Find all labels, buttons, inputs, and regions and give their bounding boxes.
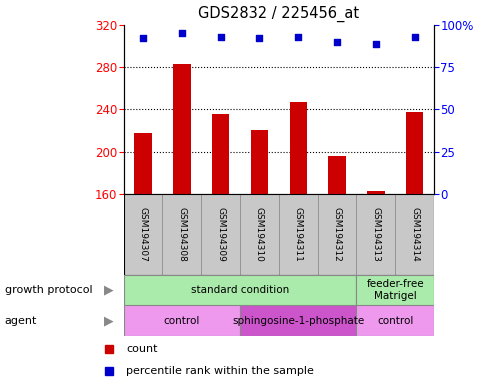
Bar	[123, 275, 356, 305]
Bar	[173, 64, 190, 194]
Bar	[328, 156, 345, 194]
Text: GSM194308: GSM194308	[177, 207, 186, 262]
Text: agent: agent	[5, 316, 37, 326]
Bar	[240, 305, 356, 336]
Point	[139, 35, 147, 41]
Text: control: control	[377, 316, 412, 326]
Title: GDS2832 / 225456_at: GDS2832 / 225456_at	[198, 6, 359, 22]
Text: control: control	[163, 316, 199, 326]
Point	[178, 30, 185, 36]
Text: growth protocol: growth protocol	[5, 285, 92, 295]
Text: standard condition: standard condition	[191, 285, 288, 295]
Text: ▶: ▶	[104, 314, 114, 327]
Text: GSM194313: GSM194313	[371, 207, 379, 262]
Bar	[123, 305, 240, 336]
Bar	[317, 194, 356, 275]
Bar	[366, 191, 384, 194]
Text: GSM194307: GSM194307	[138, 207, 147, 262]
Text: ▶: ▶	[104, 283, 114, 296]
Bar	[405, 112, 423, 194]
Bar	[278, 194, 317, 275]
Text: GSM194314: GSM194314	[409, 207, 418, 262]
Point	[294, 34, 302, 40]
Point	[371, 40, 379, 46]
Bar	[356, 305, 433, 336]
Point	[333, 39, 340, 45]
Text: percentile rank within the sample: percentile rank within the sample	[126, 366, 314, 376]
Text: GSM194309: GSM194309	[216, 207, 225, 262]
Bar	[212, 114, 229, 194]
Text: count: count	[126, 344, 157, 354]
Text: GSM194311: GSM194311	[293, 207, 302, 262]
Bar	[250, 129, 268, 194]
Text: GSM194312: GSM194312	[332, 207, 341, 262]
Point	[410, 34, 418, 40]
Text: GSM194310: GSM194310	[255, 207, 263, 262]
Bar	[162, 194, 201, 275]
Bar	[394, 194, 433, 275]
Bar	[356, 194, 394, 275]
Text: sphingosine-1-phosphate: sphingosine-1-phosphate	[232, 316, 363, 326]
Bar	[289, 102, 306, 194]
Point	[255, 35, 263, 41]
Point	[216, 34, 224, 40]
Bar	[201, 194, 240, 275]
Bar	[240, 194, 278, 275]
Bar	[134, 133, 151, 194]
Bar	[123, 194, 162, 275]
Text: feeder-free
Matrigel: feeder-free Matrigel	[366, 279, 423, 301]
Bar	[356, 275, 433, 305]
